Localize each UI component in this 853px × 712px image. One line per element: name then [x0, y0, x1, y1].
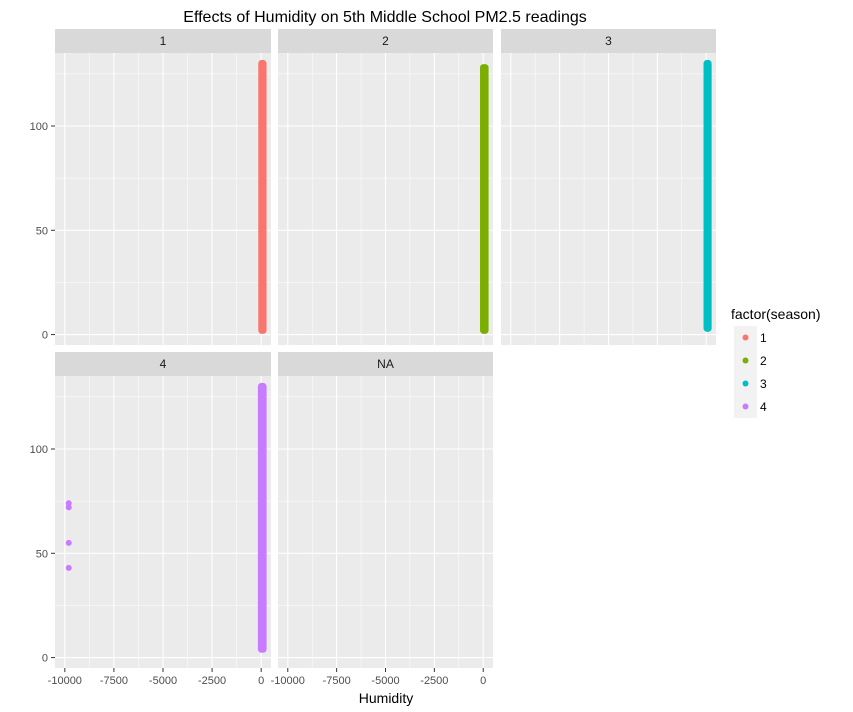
data-points-band: [258, 59, 267, 334]
x-tick-label: -2500: [420, 675, 448, 687]
legend-dot: [742, 403, 749, 410]
facet-panel-3: 3: [501, 29, 716, 345]
legend-dot: [742, 380, 749, 387]
facet-strip: [501, 29, 716, 53]
data-points-band: [480, 64, 489, 334]
chart-title: Effects of Humidity on 5th Middle School…: [183, 9, 586, 26]
facet-strip-label: 2: [382, 34, 389, 48]
facet-strip-label: NA: [377, 357, 394, 371]
x-tick-label: 0: [258, 675, 264, 687]
y-tick-label: 50: [36, 225, 48, 237]
legend-label: 1: [760, 331, 767, 345]
legend-label: 2: [760, 354, 767, 368]
facet-strip: [55, 352, 271, 376]
facet-strip: [55, 29, 271, 53]
data-point: [65, 564, 72, 571]
x-tick-label: 0: [480, 675, 486, 687]
x-tick-label: -2500: [198, 675, 226, 687]
facet-strip-label: 4: [160, 357, 167, 371]
x-tick-label: -10000: [48, 675, 82, 687]
x-tick-label: -7500: [323, 675, 351, 687]
y-tick-label: 0: [42, 330, 48, 342]
x-tick-label: -5000: [371, 675, 399, 687]
facet-panel-2: 2: [278, 29, 493, 345]
facet-strip-label: 1: [160, 34, 167, 48]
data-points-band: [703, 59, 712, 332]
data-point: [65, 504, 72, 511]
legend-dot: [742, 357, 749, 364]
y-tick-label: 0: [42, 653, 48, 665]
data-point: [65, 500, 72, 507]
legend: factor(season) 1 2 3 4: [731, 306, 820, 418]
x-axis-label: Humidity: [359, 690, 413, 706]
data-points-band: [257, 382, 267, 653]
y-tick-label: 100: [30, 444, 48, 456]
facet-strip-label: 3: [605, 34, 612, 48]
data-point: [65, 539, 72, 546]
y-tick-label: 100: [30, 121, 48, 133]
facet-strip: [278, 29, 493, 53]
facet-panel-4: 4 0 50 100 -10000 -7500 -5000 -2500 0: [30, 352, 271, 687]
facet-panel-na: NA -10000 -7500 -5000 -2500 0: [271, 352, 493, 687]
x-tick-label: -7500: [100, 675, 128, 687]
legend-dot: [742, 334, 749, 341]
x-tick-label: -10000: [271, 675, 305, 687]
facet-panel-1: 1 0 50 100: [30, 29, 271, 345]
y-tick-label: 50: [36, 548, 48, 560]
legend-label: 3: [760, 377, 767, 391]
legend-label: 4: [760, 400, 767, 414]
x-tick-label: -5000: [149, 675, 177, 687]
legend-title: factor(season): [731, 306, 820, 322]
facet-strip: [278, 352, 493, 376]
